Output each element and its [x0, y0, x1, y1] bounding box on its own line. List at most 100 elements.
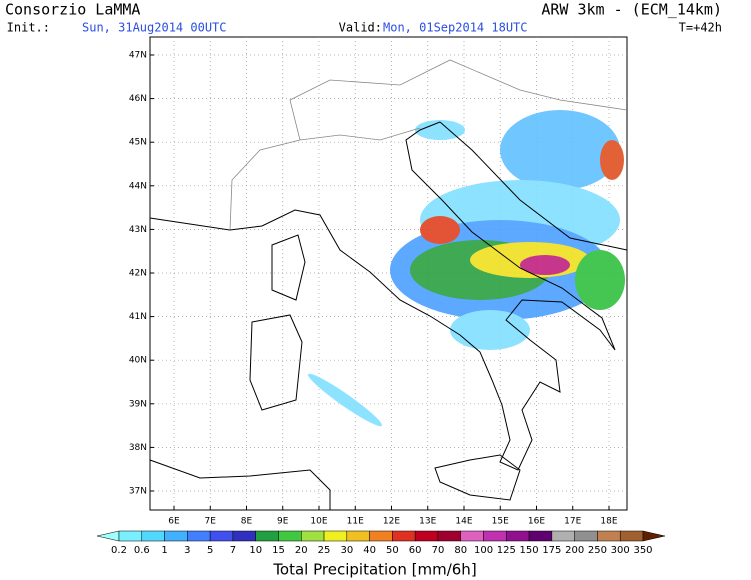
- colorbar-segment: [118, 530, 143, 542]
- colorbar-label: 15: [272, 545, 285, 556]
- init-label: Init.:: [7, 21, 50, 35]
- coastline: [271, 234, 306, 301]
- colorbar-segment: [209, 530, 234, 542]
- colorbar-extend: [96, 530, 120, 542]
- colorbar-label: 250: [588, 545, 607, 556]
- colorbar-segment: [528, 530, 553, 542]
- lat-label: 45N: [129, 138, 147, 148]
- coastline: [434, 454, 521, 501]
- lat-label: 43N: [129, 225, 147, 235]
- colorbar-segment: [597, 530, 621, 542]
- precipitation: [307, 110, 625, 427]
- colorbar-segment: [437, 530, 461, 542]
- valid-label: Valid:: [339, 21, 382, 35]
- lead-time: T=+42h: [679, 21, 722, 35]
- colorbar-segment: [369, 530, 393, 542]
- colorbar-label: 60: [409, 545, 422, 556]
- colorbar-segment: [255, 530, 279, 542]
- colorbar: 0.2 0.6 1 3 5 7 10 15 20 25 30 40 50 60 70 80 100 125 150 1…: [96, 530, 666, 556]
- colorbar-segment: [392, 530, 416, 542]
- colorbar-label: 70: [432, 545, 445, 556]
- lat-label: 40N: [129, 356, 147, 366]
- colorbar-segment: [301, 530, 325, 542]
- init-value: Sun, 31Aug2014 00UTC: [82, 21, 227, 35]
- colorbar-segment: [141, 530, 165, 542]
- lon-label: 14E: [455, 517, 472, 527]
- colorbar-label: 5: [207, 545, 213, 556]
- lon-label: 9E: [277, 517, 289, 527]
- title: Consorzio LaMMA: [5, 1, 140, 19]
- colorbar-label: 0.6: [134, 545, 150, 556]
- precip-area: [520, 255, 570, 275]
- lon-label: 6E: [168, 517, 180, 527]
- colorbar-segment: [460, 530, 484, 542]
- colorbar-label: 1: [161, 545, 167, 556]
- lon-label: 18E: [600, 517, 617, 527]
- model: ARW 3km - (ECM_14km): [541, 1, 722, 19]
- lon-label: 7E: [205, 517, 217, 527]
- precip-area: [575, 250, 625, 310]
- precip-area: [450, 310, 530, 350]
- axis-labels: 47N 46N 45N 44N 43N 42N 41N 40N 39N 38N 37N 6E 7E 8E 9…: [129, 51, 618, 527]
- colorbar-label: 25: [318, 545, 331, 556]
- colorbar-label: 30: [340, 545, 353, 556]
- lat-label: 41N: [129, 312, 147, 322]
- colorbar-label: 300: [611, 545, 630, 556]
- valid-value: Mon, 01Sep2014 18UTC: [383, 21, 528, 35]
- border: [229, 59, 628, 231]
- lat-label: 37N: [129, 487, 147, 497]
- precip-area: [307, 373, 383, 427]
- colorbar-label: 175: [542, 545, 561, 556]
- colorbar-segment: [187, 530, 211, 542]
- colorbar-segment: [506, 530, 530, 542]
- colorbar-title: Total Precipitation [mm/6h]: [272, 561, 476, 579]
- colorbar-segment: [164, 530, 188, 542]
- lat-label: 47N: [129, 51, 147, 61]
- colorbar-label: 3: [184, 545, 190, 556]
- precip-area: [500, 110, 620, 190]
- colorbar-segment: [551, 530, 575, 542]
- colorbar-segment: [278, 530, 302, 542]
- coastline: [149, 121, 616, 471]
- lon-label: 12E: [383, 517, 400, 527]
- precip-area: [600, 140, 624, 180]
- map: 47N 46N 45N 44N 43N 42N 41N 40N 39N 38N 37N 6E 7E 8E 9…: [129, 36, 628, 527]
- colorbar-segment: [414, 530, 439, 542]
- coastline: [249, 314, 303, 411]
- coastline: [439, 121, 628, 251]
- lon-label: 13E: [419, 517, 436, 527]
- colorbar-segment: [323, 530, 348, 542]
- colorbar-label: 7: [230, 545, 236, 556]
- lon-label: 10E: [310, 517, 327, 527]
- lat-label: 42N: [129, 269, 147, 279]
- colorbar-label: 20: [295, 545, 308, 556]
- lat-label: 38N: [129, 443, 147, 453]
- lat-label: 46N: [129, 94, 147, 104]
- colorbar-extend: [642, 530, 666, 542]
- colorbar-segment: [232, 530, 256, 542]
- lat-label: 44N: [129, 181, 147, 191]
- colorbar-segment: [483, 530, 507, 542]
- colorbar-segment: [346, 530, 370, 542]
- lon-label: 8E: [241, 517, 253, 527]
- lon-label: 17E: [564, 517, 581, 527]
- colorbar-label: 200: [565, 545, 584, 556]
- colorbar-label: 10: [249, 545, 262, 556]
- colorbar-label: 150: [520, 545, 539, 556]
- lat-label: 39N: [129, 399, 147, 409]
- lon-label: 11E: [347, 517, 364, 527]
- colorbar-label: 0.2: [111, 545, 127, 556]
- colorbar-label: 50: [386, 545, 399, 556]
- colorbar-label: 80: [454, 545, 467, 556]
- colorbar-label: 350: [633, 545, 652, 556]
- colorbar-label: 40: [363, 545, 376, 556]
- lon-label: 16E: [528, 517, 545, 527]
- precip-area: [420, 216, 460, 244]
- precip-area: [415, 120, 465, 140]
- colorbar-label: 100: [474, 545, 493, 556]
- coastline: [149, 459, 331, 510]
- colorbar-segment: [619, 530, 644, 542]
- colorbar-segment: [574, 530, 598, 542]
- lon-label: 15E: [492, 517, 509, 527]
